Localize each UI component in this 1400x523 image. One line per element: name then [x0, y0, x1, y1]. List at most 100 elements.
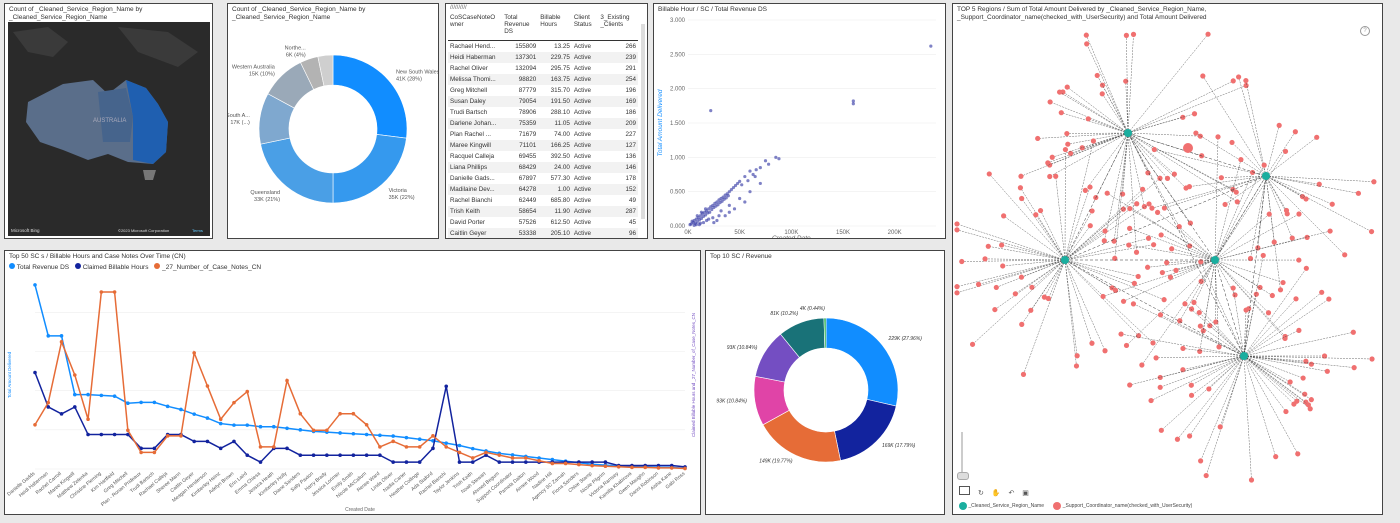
coordinator-node[interactable]: [1283, 207, 1290, 214]
scatter-point[interactable]: [753, 174, 757, 179]
coordinator-node[interactable]: [1127, 225, 1133, 231]
scatter-point[interactable]: [738, 196, 742, 201]
undo-icon[interactable]: ↶: [1008, 490, 1015, 497]
line-point[interactable]: [338, 431, 342, 435]
coordinator-node[interactable]: [1045, 295, 1051, 302]
line-point[interactable]: [298, 411, 303, 416]
coordinator-node[interactable]: [969, 341, 976, 347]
coordinator-node[interactable]: [954, 284, 960, 290]
scatter-point[interactable]: [758, 166, 762, 170]
scatter-point[interactable]: [708, 210, 712, 214]
coordinator-node[interactable]: [1296, 211, 1302, 217]
line-point[interactable]: [510, 456, 515, 460]
table-row[interactable]: David Porter 57526 612.50 Active 45: [448, 217, 638, 228]
coordinator-node[interactable]: [1342, 252, 1348, 258]
region-node[interactable]: [1124, 129, 1132, 137]
line-point[interactable]: [232, 400, 236, 405]
line-point[interactable]: [484, 453, 488, 458]
coordinator-node[interactable]: [1260, 252, 1266, 259]
coordinator-node[interactable]: [1062, 146, 1069, 153]
help-icon[interactable]: ?: [1360, 26, 1370, 36]
coordinator-node[interactable]: [1229, 139, 1235, 146]
table-row[interactable]: Rachael Hend... 155809 13.25 Active 266: [448, 41, 638, 53]
line-point[interactable]: [112, 432, 117, 437]
scatter-point[interactable]: [851, 99, 855, 103]
coordinator-node[interactable]: [1230, 285, 1236, 291]
line-point[interactable]: [444, 384, 449, 389]
line-point[interactable]: [165, 434, 170, 438]
line-point[interactable]: [258, 460, 263, 464]
scatter-point[interactable]: [743, 200, 747, 204]
line-point[interactable]: [72, 405, 77, 409]
coordinator-node[interactable]: [1019, 321, 1025, 327]
coordinator-node[interactable]: [1271, 239, 1277, 245]
coordinator-node[interactable]: [1001, 213, 1007, 219]
line-point[interactable]: [577, 462, 581, 467]
coordinator-node[interactable]: [1273, 454, 1279, 460]
line-point[interactable]: [232, 423, 236, 427]
scatter-point[interactable]: [703, 207, 708, 211]
scatter-point[interactable]: [715, 200, 719, 204]
coordinator-node[interactable]: [1191, 299, 1197, 305]
line-point[interactable]: [165, 404, 170, 409]
line-point[interactable]: [72, 392, 77, 397]
coordinator-node[interactable]: [1253, 291, 1259, 297]
coordinator-node[interactable]: [1139, 362, 1145, 368]
coordinator-node[interactable]: [1294, 398, 1300, 404]
coordinator-node[interactable]: [1236, 74, 1242, 80]
coordinator-node[interactable]: [1191, 111, 1198, 117]
coordinator-node[interactable]: [1247, 255, 1254, 262]
coordinator-node[interactable]: [1329, 201, 1335, 207]
save-icon[interactable]: ▣: [1022, 490, 1029, 497]
coordinator-node[interactable]: [1238, 156, 1244, 163]
coordinator-node[interactable]: [1303, 265, 1309, 271]
line-point[interactable]: [152, 446, 157, 451]
scatter-point[interactable]: [732, 207, 737, 211]
table-row[interactable]: Rachel Oliver 132094 295.75 Active 291: [448, 63, 638, 74]
line-point[interactable]: [497, 460, 502, 464]
line-point[interactable]: [404, 435, 409, 440]
scatter-point[interactable]: [715, 218, 719, 223]
line-point[interactable]: [417, 460, 422, 464]
coordinator-node[interactable]: [1182, 301, 1188, 307]
line-point[interactable]: [378, 433, 382, 438]
coordinator-node[interactable]: [1324, 368, 1330, 374]
top10-slice[interactable]: [825, 317, 899, 407]
table-column-header[interactable]: Client Status: [571, 14, 599, 41]
coordinator-node[interactable]: [1183, 143, 1193, 153]
coordinator-node[interactable]: [1173, 267, 1179, 273]
coordinator-node[interactable]: [1197, 323, 1203, 329]
coordinator-node[interactable]: [1277, 287, 1284, 293]
line-series[interactable]: [34, 372, 686, 468]
coordinator-node[interactable]: [1303, 196, 1309, 202]
scatter-point[interactable]: [774, 155, 778, 159]
coordinator-node[interactable]: [985, 243, 991, 249]
region-donut-panel[interactable]: Count of _Cleaned_Service_Region_Name by…: [227, 3, 439, 239]
coordinator-node[interactable]: [1198, 278, 1204, 284]
line-point[interactable]: [444, 441, 449, 445]
coordinator-node[interactable]: [1123, 342, 1130, 349]
coordinator-node[interactable]: [1130, 31, 1137, 37]
coordinator-node[interactable]: [1151, 146, 1157, 153]
coordinator-node[interactable]: [1000, 263, 1006, 269]
region-node[interactable]: [1262, 172, 1270, 180]
coordinator-node[interactable]: [1058, 110, 1064, 116]
coordinator-node[interactable]: [1308, 397, 1314, 403]
coordinator-node[interactable]: [1067, 150, 1074, 157]
scatter-point[interactable]: [851, 102, 855, 106]
coordinator-node[interactable]: [1047, 99, 1053, 105]
line-point[interactable]: [325, 428, 329, 433]
scatter-point[interactable]: [746, 179, 750, 183]
scatter-point[interactable]: [731, 185, 736, 190]
coordinator-node[interactable]: [1186, 433, 1193, 439]
scatter-point[interactable]: [763, 159, 768, 163]
scatter-point[interactable]: [699, 216, 704, 221]
line-point[interactable]: [470, 446, 475, 451]
coordinator-node[interactable]: [1261, 162, 1267, 168]
coordinator-node[interactable]: [1119, 191, 1126, 197]
coordinator-node[interactable]: [1197, 133, 1203, 139]
coordinator-node[interactable]: [1307, 406, 1313, 412]
region-slice[interactable]: [332, 54, 408, 139]
coordinator-node[interactable]: [1161, 297, 1167, 303]
